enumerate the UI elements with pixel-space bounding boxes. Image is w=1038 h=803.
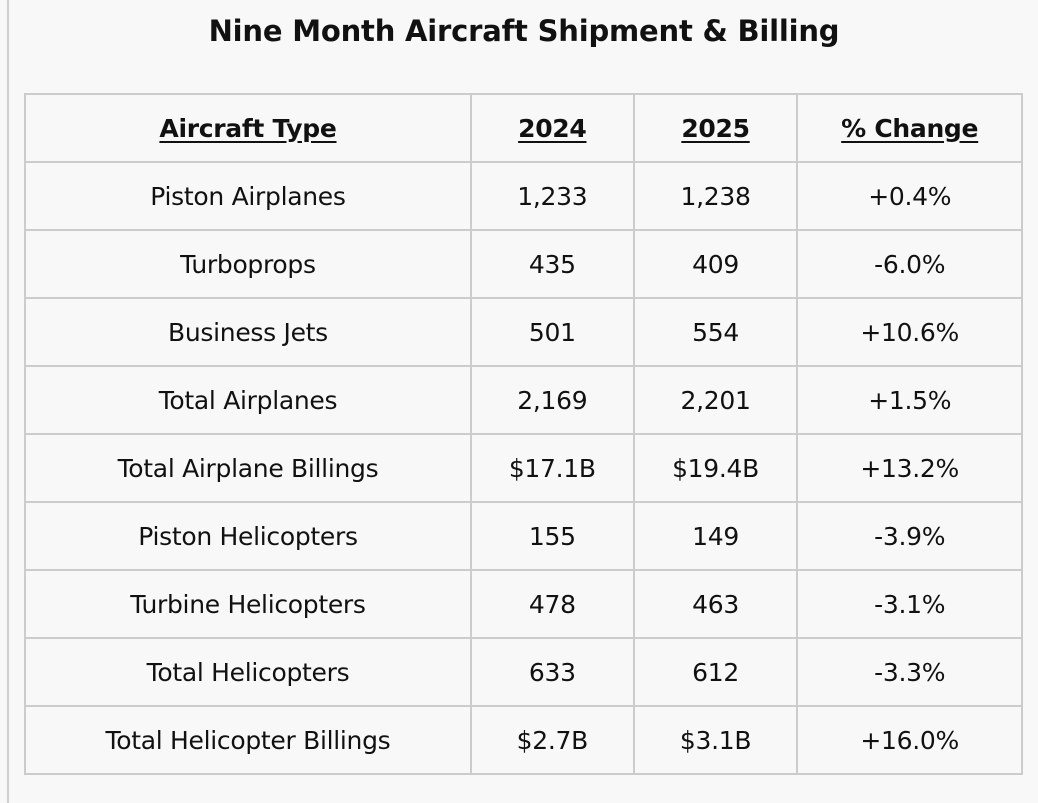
cell-2025: 554	[632, 297, 799, 367]
header-percent-change: % Change	[796, 93, 1023, 163]
cell-aircraft-type: Turboprops	[24, 229, 472, 299]
cell-2025: 2,201	[632, 365, 799, 435]
cell-aircraft-type: Turbine Helicopters	[24, 569, 472, 639]
cell-2024: 478	[469, 569, 635, 639]
cell-aircraft-type: Piston Helicopters	[24, 501, 472, 571]
cell-aircraft-type: Piston Airplanes	[24, 161, 472, 231]
cell-2024: $17.1B	[469, 433, 635, 503]
cell-2025: 463	[632, 569, 799, 639]
table-row: Turbine Helicopters 478 463 -3.1%	[24, 569, 1023, 639]
cell-percent-change: -6.0%	[796, 229, 1023, 299]
cell-2024: 1,233	[469, 161, 635, 231]
table-row: Business Jets 501 554 +10.6%	[24, 297, 1023, 367]
cell-percent-change: -3.9%	[796, 501, 1023, 571]
cell-2024: 633	[469, 637, 635, 707]
cell-2024: $2.7B	[469, 705, 635, 775]
cell-percent-change: -3.1%	[796, 569, 1023, 639]
cell-percent-change: +10.6%	[796, 297, 1023, 367]
cell-2024: 2,169	[469, 365, 635, 435]
cell-2025: 612	[632, 637, 799, 707]
table-row: Total Helicopters 633 612 -3.3%	[24, 637, 1023, 707]
cell-2024: 501	[469, 297, 635, 367]
cell-aircraft-type: Total Helicopters	[24, 637, 472, 707]
shipment-billing-table: Aircraft Type 2024 2025 % Change Piston …	[24, 93, 1023, 775]
cell-2025: 1,238	[632, 161, 799, 231]
cell-aircraft-type: Business Jets	[24, 297, 472, 367]
table-row: Piston Helicopters 155 149 -3.9%	[24, 501, 1023, 571]
cell-2025: $19.4B	[632, 433, 799, 503]
cell-percent-change: +1.5%	[796, 365, 1023, 435]
table-row: Total Airplanes 2,169 2,201 +1.5%	[24, 365, 1023, 435]
cell-percent-change: -3.3%	[796, 637, 1023, 707]
cell-percent-change: +16.0%	[796, 705, 1023, 775]
cell-aircraft-type: Total Helicopter Billings	[24, 705, 472, 775]
header-aircraft-type: Aircraft Type	[24, 93, 472, 163]
cell-aircraft-type: Total Airplanes	[24, 365, 472, 435]
table-row: Turboprops 435 409 -6.0%	[24, 229, 1023, 299]
table-row: Total Airplane Billings $17.1B $19.4B +13.2…	[24, 433, 1023, 503]
page-title: Nine Month Aircraft Shipment & Billing	[208, 14, 840, 48]
cell-2024: 155	[469, 501, 635, 571]
cell-2025: $3.1B	[632, 705, 799, 775]
cell-percent-change: +0.4%	[796, 161, 1023, 231]
table-header-row: Aircraft Type 2024 2025 % Change	[24, 93, 1023, 163]
table-row: Piston Airplanes 1,233 1,238 +0.4%	[24, 161, 1023, 231]
header-2024: 2024	[469, 93, 635, 163]
table-row: Total Helicopter Billings $2.7B $3.1B +16.0…	[24, 705, 1023, 775]
cell-aircraft-type: Total Airplane Billings	[24, 433, 472, 503]
cell-percent-change: +13.2%	[796, 433, 1023, 503]
cell-2025: 149	[632, 501, 799, 571]
header-2025: 2025	[632, 93, 799, 163]
cell-2024: 435	[469, 229, 635, 299]
left-border-rule	[7, 0, 9, 803]
cell-2025: 409	[632, 229, 799, 299]
